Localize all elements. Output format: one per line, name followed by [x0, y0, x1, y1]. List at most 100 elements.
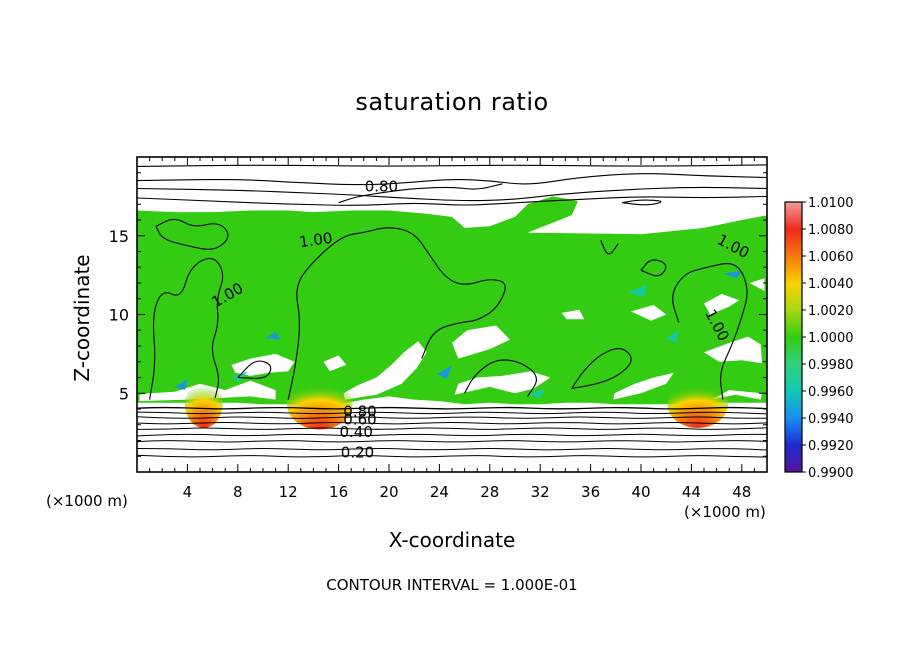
colorbar-band	[785, 283, 802, 311]
subsaturated-streak	[174, 379, 188, 391]
saturation-contour	[571, 347, 632, 390]
colorbar-label: 0.9960	[808, 385, 854, 400]
colorbar-label: 1.0040	[808, 277, 854, 292]
y-tick-label: 15	[109, 227, 129, 246]
x-units-label: (×1000 m)	[684, 503, 766, 521]
subsaturated-streak	[527, 388, 546, 398]
x-tick-label: 8	[233, 483, 243, 501]
contour-line	[136, 440, 768, 443]
colorbar-band	[785, 256, 802, 284]
colorbar-label: 0.9920	[808, 439, 854, 454]
contour-label: 0.20	[341, 444, 374, 462]
x-tick-label: 12	[279, 483, 298, 501]
colorbar-band	[785, 337, 802, 365]
saturated-region	[137, 196, 767, 405]
colorbar-label: 1.0080	[808, 223, 854, 238]
colorbar-band	[785, 310, 802, 338]
x-tick-label: 32	[531, 483, 550, 501]
colorbar-label: 0.9940	[808, 412, 854, 427]
subsaturated-streak	[666, 330, 679, 343]
unsaturated-patch	[749, 278, 765, 291]
x-tick-label: 44	[682, 483, 701, 501]
x-tick-label: 36	[581, 483, 600, 501]
saturation-contour	[640, 259, 667, 277]
contour-line	[136, 195, 768, 206]
y-axis-label: Z-coordinate	[70, 254, 94, 382]
contour-label: 0.80	[343, 403, 376, 421]
subsaturated-streak	[628, 284, 648, 298]
contour-line	[136, 173, 768, 186]
contour-label: 0.40	[339, 423, 372, 441]
unsaturated-patch	[454, 371, 551, 395]
unsaturated-patch	[704, 336, 762, 364]
x-tick-label: 20	[379, 483, 398, 501]
saturation-field	[137, 196, 767, 430]
z-units-label: (×1000 m)	[46, 492, 128, 510]
colorbar-band	[785, 445, 802, 473]
saturation-contour	[464, 359, 537, 397]
contour-line	[136, 411, 768, 415]
saturation-contour	[237, 360, 272, 379]
colorbar-band	[785, 202, 802, 230]
subsaturated-streak	[231, 371, 248, 383]
x-tick-label: 24	[430, 483, 449, 501]
unsaturated-patch	[704, 294, 740, 315]
contour-line	[136, 433, 768, 437]
x-tick-label: 16	[329, 483, 348, 501]
colorbar-label: 1.0060	[808, 250, 854, 265]
contour-line	[136, 416, 767, 419]
contour-line	[136, 422, 768, 425]
supersaturation-spot	[286, 379, 353, 430]
colorbar: 1.0100 1.0080 1.0060 1.0040 1.0020 1.0000 0.99…	[784, 196, 854, 481]
unsaturated-patch	[231, 353, 295, 376]
colorbar-band	[785, 418, 802, 446]
supersaturation-spot	[184, 380, 223, 428]
subsaturated-streak	[722, 270, 742, 279]
contour-line	[136, 454, 768, 458]
colorbar-band	[785, 391, 802, 419]
unsaturated-patch	[343, 341, 427, 400]
colorbar-label: 1.0020	[808, 304, 854, 319]
supersaturation-spot	[667, 380, 728, 428]
contour-lines: 0.801.001.001.001.000.800.600.400.20	[136, 164, 768, 462]
contour-line	[136, 427, 768, 430]
contour-line	[136, 447, 768, 451]
subsaturated-streak	[436, 364, 452, 380]
unsaturated-patch	[613, 372, 674, 400]
chart-title: saturation ratio	[355, 88, 549, 116]
unsaturated-patch	[630, 305, 667, 321]
saturation-contour	[149, 257, 224, 400]
unsaturated-patch	[452, 325, 510, 359]
contour-line	[136, 164, 768, 167]
contour-interval-note: CONTOUR INTERVAL = 1.000E-01	[326, 576, 578, 594]
contour-line	[622, 199, 662, 206]
colorbar-label: 1.0000	[808, 331, 854, 346]
y-tick-label: 10	[109, 306, 129, 325]
contour-line	[338, 183, 503, 204]
contour-label: 1.00	[298, 229, 334, 251]
colorbar-label: 0.9980	[808, 358, 854, 373]
unsaturated-patch	[561, 309, 585, 320]
contour-label: 0.60	[343, 411, 376, 429]
saturation-contour	[672, 263, 748, 400]
colorbar-band	[785, 364, 802, 392]
subsaturated-streak	[265, 331, 281, 340]
contour-label: 0.80	[365, 177, 398, 195]
x-tick-label: 4	[183, 483, 193, 501]
saturation-contour	[287, 227, 506, 400]
x-tick-label: 48	[732, 483, 751, 501]
unsaturated-patch	[323, 355, 347, 372]
x-tick-label: 40	[631, 483, 650, 501]
contour-line	[136, 186, 768, 202]
x-axis-label: X-coordinate	[388, 528, 516, 552]
saturation-contour	[600, 240, 619, 255]
colorbar-label: 0.9900	[808, 466, 854, 481]
x-tick-label: 28	[480, 483, 499, 501]
y-tick-label: 5	[119, 384, 129, 403]
contour-line	[136, 406, 768, 410]
colorbar-label: 1.0100	[808, 196, 854, 211]
colorbar-band	[785, 229, 802, 257]
unsaturated-patch	[711, 390, 762, 400]
